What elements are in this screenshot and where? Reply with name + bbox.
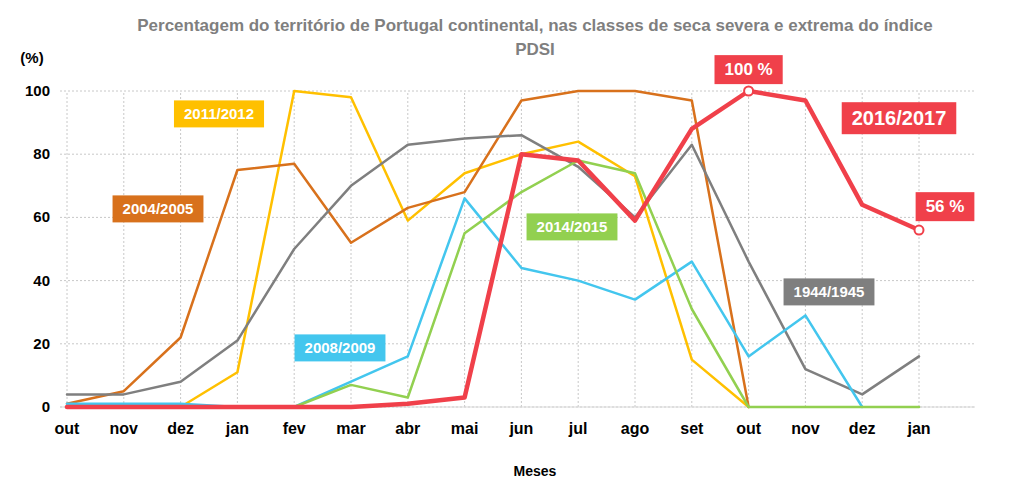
- y-tick-label: 100: [25, 82, 50, 99]
- chart-svg: 0 20 40 60 80 100 out nov dez jan fev mar abr mai jun j…: [0, 0, 1023, 503]
- x-grid-line: [805, 91, 806, 407]
- series-label: 2008/2009: [295, 334, 386, 361]
- data-label-box: [714, 55, 782, 84]
- y-tick-label: 20: [33, 335, 50, 352]
- x-tick-label: jun: [508, 420, 533, 437]
- y-tick-label: 60: [33, 208, 50, 225]
- x-axis-title: Meses: [514, 463, 557, 479]
- data-label-text: 56 %: [926, 197, 965, 216]
- series-label-box: [113, 195, 204, 222]
- x-grid-line: [862, 91, 863, 407]
- chart-title: Percentagem do território de Portugal co…: [135, 14, 935, 62]
- series-label-text: 2011/2012: [184, 105, 254, 122]
- y-axis-title: (%): [20, 49, 43, 66]
- series-line: [67, 91, 749, 407]
- x-tick-label: abr: [395, 420, 420, 437]
- x-tick-label: dez: [849, 420, 876, 437]
- series-label: 2016/2017: [842, 102, 957, 134]
- x-grid-line: [237, 91, 238, 407]
- series-label-box: [527, 213, 618, 240]
- x-tick-label: dez: [167, 420, 194, 437]
- series-label-box: [842, 102, 957, 134]
- x-grid-line: [67, 91, 68, 407]
- y-tick-label: 0: [42, 398, 50, 415]
- series-label-text: 1944/1945: [794, 283, 865, 300]
- data-label-box: [916, 192, 975, 221]
- x-tick-label: ago: [621, 420, 650, 437]
- data-label-text: 100 %: [724, 60, 772, 79]
- series-label-text: 2004/2005: [123, 200, 194, 217]
- series-label-text: 2016/2017: [852, 107, 947, 129]
- x-grid-line: [407, 91, 408, 407]
- series-line: [67, 91, 749, 407]
- x-grid-line: [578, 91, 579, 407]
- x-tick-label: mar: [336, 420, 365, 437]
- series-label: 1944/1945: [784, 278, 875, 305]
- x-grid-line: [123, 91, 124, 407]
- x-tick-label: nov: [110, 420, 139, 437]
- x-tick-label: jan: [906, 420, 930, 437]
- point-marker: [915, 226, 924, 235]
- chart-wrap: Percentagem do território de Portugal co…: [0, 0, 1023, 503]
- y-grid-line: [60, 343, 975, 344]
- x-tick-label: nov: [791, 420, 820, 437]
- x-tick-label: out: [736, 420, 762, 437]
- series-label: 2004/2005: [113, 195, 204, 222]
- y-tick-label: 80: [33, 145, 50, 162]
- series-label: 2014/2015: [527, 213, 618, 240]
- series-line: [67, 135, 919, 394]
- x-grid-line: [521, 91, 522, 407]
- grid: [60, 91, 975, 407]
- data-label: 100 %: [714, 55, 782, 84]
- series-label: 2011/2012: [174, 100, 264, 127]
- x-tick-label: set: [680, 420, 704, 437]
- series-label-box: [784, 278, 875, 305]
- x-tick-label: jan: [225, 420, 249, 437]
- data-label: 56 %: [916, 192, 975, 221]
- series-line: [67, 198, 862, 407]
- x-grid-line: [635, 91, 636, 407]
- point-marker: [744, 87, 753, 96]
- y-grid-line: [60, 91, 975, 92]
- y-tick-label: 40: [33, 272, 50, 289]
- x-grid-line: [180, 91, 181, 407]
- series-label-text: 2008/2009: [305, 339, 376, 356]
- x-tick-label: fev: [283, 420, 306, 437]
- x-tick-label: jul: [568, 420, 588, 437]
- series-label-box: [295, 334, 386, 361]
- x-tick-label: mai: [451, 420, 479, 437]
- x-tick-label: out: [55, 420, 81, 437]
- series-line: [67, 91, 919, 407]
- lines: [67, 91, 919, 407]
- x-grid-line: [748, 91, 749, 407]
- series-label-text: 2014/2015: [537, 218, 608, 235]
- x-grid-line: [919, 91, 920, 407]
- series-label-box: [174, 100, 264, 127]
